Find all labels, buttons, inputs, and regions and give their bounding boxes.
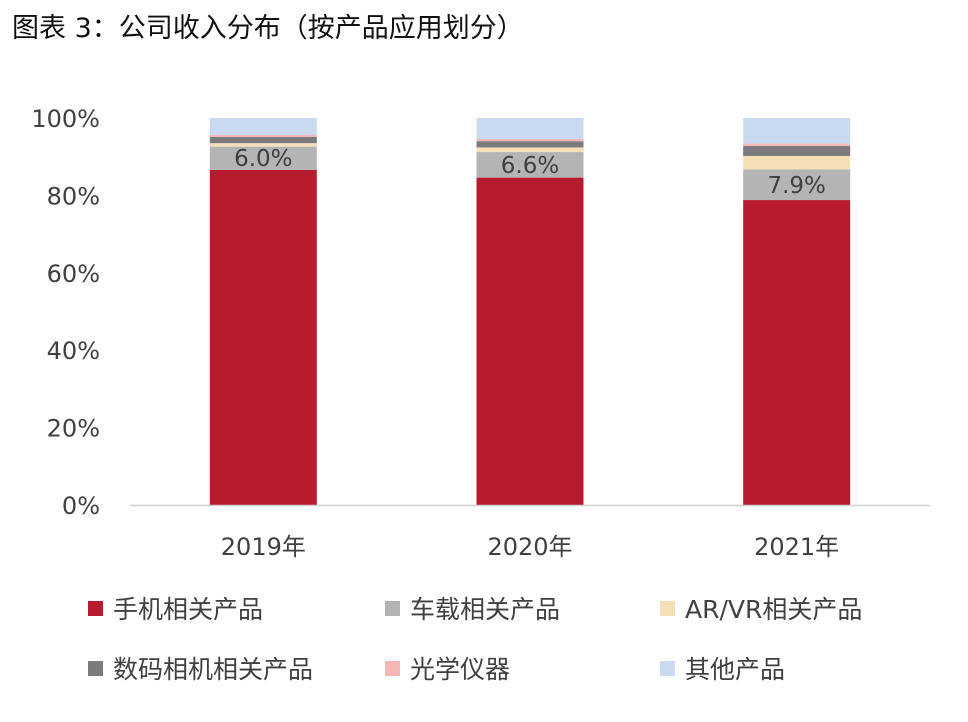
bar-segment: [743, 118, 851, 144]
y-tick-label: 40%: [47, 337, 100, 365]
bar-segment: [209, 136, 317, 144]
legend-item: 手机相关产品: [88, 590, 263, 626]
bar-segment: [209, 143, 317, 147]
bar-segment: [476, 118, 584, 139]
bar-segment: [209, 135, 317, 137]
legend-swatch: [385, 660, 400, 676]
legend-label: 光学仪器: [410, 655, 511, 684]
y-tick-label: 0%: [62, 492, 100, 520]
legend-label: 数码相机相关产品: [113, 655, 314, 684]
data-label: 7.9%: [767, 173, 825, 199]
bar-segment: [743, 200, 851, 505]
legend-swatch: [660, 660, 675, 676]
bar-segment: [743, 145, 851, 156]
legend-item: 车载相关产品: [385, 590, 560, 626]
legend-label: 车载相关产品: [410, 595, 561, 624]
bar-segment: [743, 143, 851, 146]
bar-segment: [209, 146, 317, 170]
legend-item: AR/VR相关产品: [660, 590, 862, 626]
legend-label: 其他产品: [685, 655, 786, 684]
legend-swatch: [660, 600, 675, 616]
x-category-label: 2021年: [754, 533, 839, 561]
bar-segment: [476, 177, 584, 505]
bar-segment: [476, 141, 584, 148]
chart-title: 图表 3：公司收入分布（按产品应用划分）: [12, 13, 524, 44]
x-category-label: 2020年: [487, 533, 572, 561]
bar-segment: [476, 138, 584, 142]
legend-label: 手机相关产品: [113, 595, 264, 624]
bar-segment: [476, 152, 584, 178]
legend-item: 光学仪器: [385, 650, 510, 686]
y-tick-label: 80%: [47, 182, 100, 210]
bar-segment: [476, 147, 584, 153]
data-label: 6.6%: [501, 153, 559, 179]
y-tick-label: 60%: [47, 260, 100, 288]
chart-legend: 手机相关产品 车载相关产品 AR/VR相关产品数码相机相关产品 光学仪器 其他产品: [0, 590, 968, 710]
data-label: 6.0%: [234, 146, 292, 172]
legend-swatch: [88, 600, 103, 616]
legend-item: 其他产品: [660, 650, 785, 686]
legend-swatch: [385, 600, 400, 616]
x-category-label: 2019年: [221, 533, 306, 561]
bar-segment: [743, 169, 851, 201]
bar-segment: [743, 155, 851, 170]
y-tick-label: 20%: [47, 415, 100, 443]
legend-item: 数码相机相关产品: [88, 650, 313, 686]
stacked-bar-chart: 0% 20% 40% 60% 80% 100% 6.0% 2019年 6.6% 2020年 7.9%…: [31, 105, 930, 561]
bar-segment: [209, 118, 317, 136]
y-tick-label: 100%: [31, 105, 100, 133]
legend-label: AR/VR相关产品: [685, 595, 863, 624]
bar-segment: [209, 169, 317, 505]
legend-swatch: [88, 660, 103, 676]
